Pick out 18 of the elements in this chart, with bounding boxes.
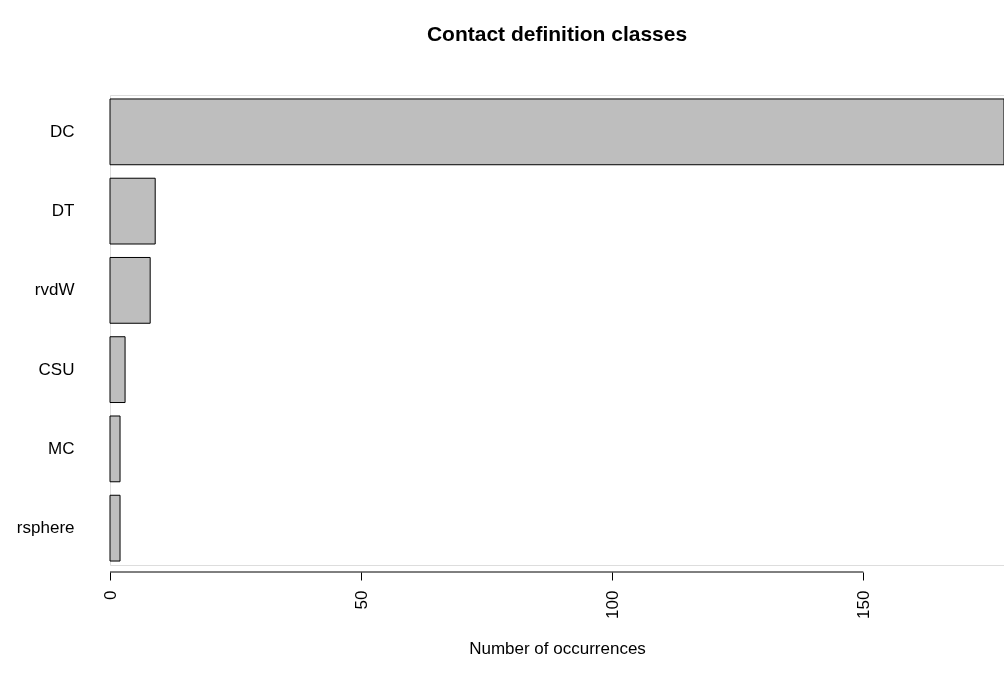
bar [109, 415, 121, 483]
x-tick-label: 50 [351, 590, 371, 610]
x-tick-label: 100 [602, 590, 622, 619]
chart-title: Contact definition classes [426, 22, 688, 45]
y-tick-label: DC [49, 121, 75, 141]
bar [109, 98, 1004, 166]
x-tick-label: 0 [100, 590, 120, 600]
bar [109, 177, 156, 245]
bar [109, 256, 151, 324]
y-tick-label: rvdW [34, 280, 75, 300]
x-tick-label: 150 [853, 590, 873, 619]
y-tick-label: DT [51, 201, 75, 221]
x-axis-title: Number of occurrences [469, 638, 646, 658]
bar [109, 336, 126, 404]
bar [109, 494, 121, 562]
y-tick-label: CSU [38, 359, 75, 379]
y-tick-label: MC [48, 438, 75, 458]
y-tick-label: rsphere [16, 518, 75, 538]
